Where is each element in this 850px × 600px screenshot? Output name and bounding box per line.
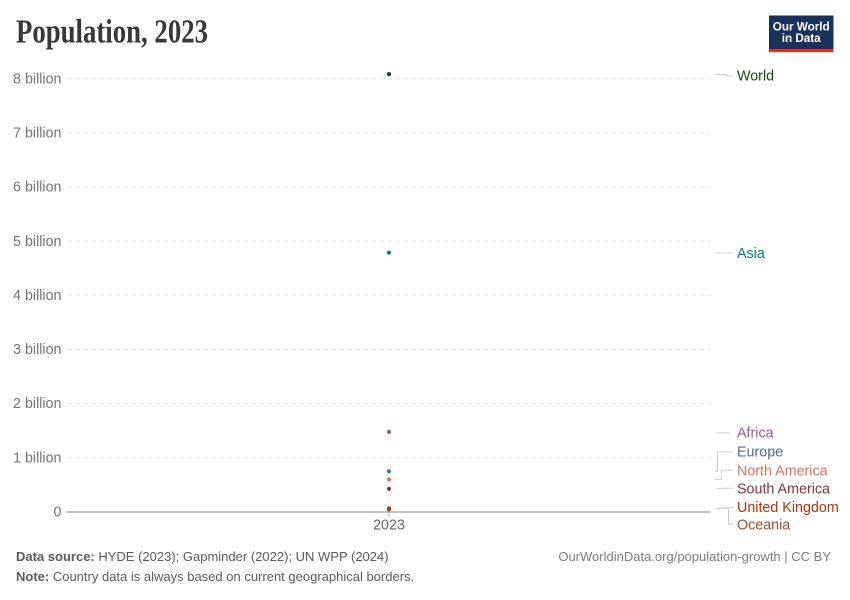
svg-text:in Data: in Data (782, 32, 821, 45)
svg-text:6 billion: 6 billion (13, 180, 62, 196)
svg-text:1 billion: 1 billion (13, 450, 62, 466)
svg-text:South America: South America (737, 482, 830, 498)
svg-text:Data source: HYDE (2023); Gapm: Data source: HYDE (2023); Gapminder (202… (16, 549, 389, 564)
svg-text:0: 0 (54, 505, 62, 521)
svg-text:2 billion: 2 billion (13, 396, 62, 412)
svg-text:OurWorldinData.org/population-: OurWorldinData.org/population-growth | C… (558, 549, 831, 564)
svg-text:4 billion: 4 billion (13, 288, 62, 304)
svg-text:7 billion: 7 billion (13, 126, 62, 142)
svg-text:2023: 2023 (373, 518, 405, 534)
svg-text:North America: North America (737, 463, 828, 479)
svg-text:Oceania: Oceania (737, 517, 790, 533)
svg-text:8 billion: 8 billion (13, 71, 62, 87)
svg-text:Population, 2023: Population, 2023 (16, 14, 208, 51)
svg-text:United Kingdom: United Kingdom (737, 500, 839, 516)
svg-text:Note: Country data is always b: Note: Country data is always based on cu… (16, 569, 414, 584)
svg-text:Asia: Asia (737, 246, 765, 262)
svg-text:World: World (737, 69, 774, 85)
svg-text:Africa: Africa (737, 426, 774, 442)
svg-text:Our World: Our World (773, 21, 830, 34)
svg-text:5 billion: 5 billion (13, 234, 62, 250)
svg-text:3 billion: 3 billion (13, 342, 62, 358)
svg-text:Europe: Europe (737, 445, 783, 461)
